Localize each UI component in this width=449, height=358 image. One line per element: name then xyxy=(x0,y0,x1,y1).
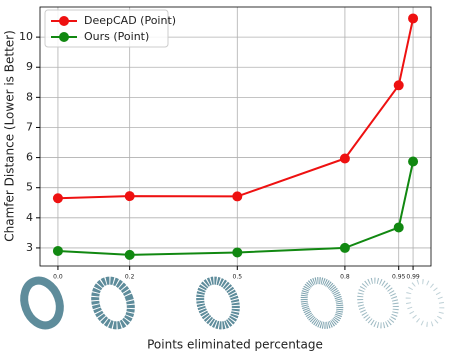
data-point xyxy=(393,80,404,91)
data-point xyxy=(393,222,404,233)
x-tick-label: 0.2 xyxy=(125,274,135,281)
y-tick-label: 9 xyxy=(26,60,33,73)
legend-label: DeepCAD (Point) xyxy=(84,14,176,27)
plot-area: 3 4 5 6 7 8 9 10 0.0 0.2 0.5 0.8 0.95 0.99 DeepCAD (Po… xyxy=(19,6,432,281)
y-tick-label: 3 xyxy=(26,241,33,254)
ring-image xyxy=(196,276,240,330)
data-point xyxy=(232,191,243,202)
y-tick-label: 5 xyxy=(26,181,33,194)
point-cloud-thumbnails xyxy=(20,276,445,330)
ring-image xyxy=(20,276,64,330)
ring-image xyxy=(300,277,344,329)
series-line xyxy=(57,161,415,256)
data-point xyxy=(408,13,419,24)
x-tick-label: 0.0 xyxy=(53,274,63,281)
data-point xyxy=(339,153,350,164)
x-tick-label: 0.99 xyxy=(406,274,420,281)
legend-label: Ours (Point) xyxy=(84,30,149,43)
legend-marker xyxy=(59,32,69,42)
y-tick-label: 10 xyxy=(19,30,33,43)
y-tick-label: 8 xyxy=(26,90,33,103)
data-point xyxy=(124,191,135,202)
x-axis-label: Points eliminated percentage xyxy=(147,338,323,352)
plot-frame xyxy=(39,6,432,267)
y-axis-label: Chamfer Distance (Lower is Better) xyxy=(3,30,17,242)
data-point xyxy=(408,156,419,167)
data-point xyxy=(52,193,63,204)
y-tick-label: 4 xyxy=(26,211,33,224)
x-tick-label: 0.5 xyxy=(233,274,243,281)
x-tick-label: 0.95 xyxy=(392,274,406,281)
data-point xyxy=(339,242,350,253)
ring-image xyxy=(357,277,399,329)
legend-marker xyxy=(59,16,69,26)
x-tick-label: 0.8 xyxy=(340,274,350,281)
series-line xyxy=(57,18,415,200)
data-point xyxy=(124,249,135,260)
y-tick-label: 6 xyxy=(26,151,33,164)
ring-image xyxy=(405,279,445,327)
data-point xyxy=(52,245,63,256)
ring-image xyxy=(91,276,135,330)
y-tick-label: 7 xyxy=(26,120,33,133)
data-point xyxy=(232,247,243,258)
